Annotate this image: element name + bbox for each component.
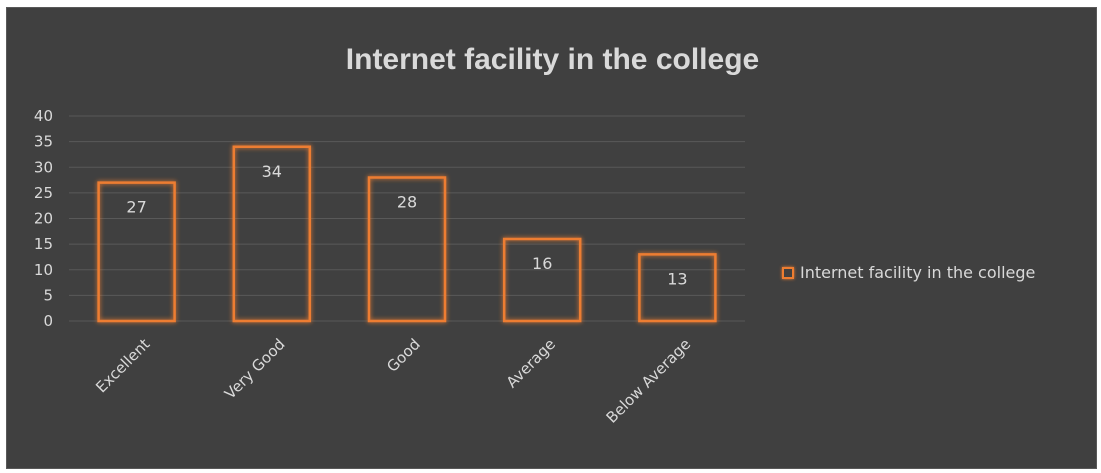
y-tick-label: 25 bbox=[34, 184, 53, 202]
x-tick-label: Below Average bbox=[603, 335, 695, 427]
y-tick-label: 5 bbox=[43, 286, 53, 304]
data-label: 27 bbox=[126, 198, 146, 217]
y-tick-label: 10 bbox=[34, 261, 53, 279]
x-tick-label: Very Good bbox=[221, 335, 289, 403]
y-tick-label: 0 bbox=[43, 312, 53, 330]
legend-swatch bbox=[782, 266, 794, 279]
y-tick-label: 40 bbox=[34, 107, 53, 125]
x-tick-label: Excellent bbox=[92, 335, 153, 396]
x-tick-label: Good bbox=[383, 335, 424, 376]
data-label: 13 bbox=[667, 269, 687, 288]
plot-area: 0 5 10 15 20 25 30 35 40 27 34 28 16 13 Excellent Ver… bbox=[34, 107, 745, 427]
bar bbox=[638, 253, 717, 323]
y-tick-label: 15 bbox=[34, 235, 53, 253]
bar bbox=[97, 181, 176, 323]
legend: Internet facility in the college bbox=[782, 263, 1035, 282]
y-tick-label: 35 bbox=[34, 133, 53, 151]
bar bbox=[367, 176, 447, 323]
data-label: 28 bbox=[397, 193, 417, 212]
legend-label: Internet facility in the college bbox=[800, 263, 1036, 282]
data-label: 16 bbox=[532, 254, 552, 273]
chart-title: Internet facility in the college bbox=[345, 43, 760, 76]
y-tick-label: 20 bbox=[34, 210, 53, 228]
data-label: 34 bbox=[262, 162, 282, 181]
x-tick-label: Average bbox=[503, 335, 559, 391]
bar bbox=[232, 145, 312, 323]
y-tick-label: 30 bbox=[34, 158, 53, 176]
chart-area: Internet facility in the college 0 5 10 15 2… bbox=[6, 7, 1097, 469]
bar bbox=[502, 237, 582, 323]
